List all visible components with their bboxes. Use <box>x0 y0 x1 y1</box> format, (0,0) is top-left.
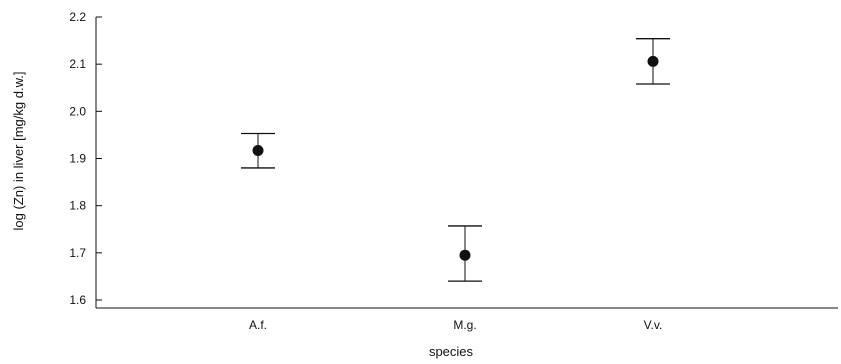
y-tick-label: 1.6 <box>69 293 86 307</box>
y-tick-label: 1.9 <box>69 152 86 166</box>
y-tick-label: 2.1 <box>69 57 86 71</box>
y-tick-label: 2.0 <box>69 104 86 118</box>
y-axis-title: log (Zn) in liver [mg/kg d.w.] <box>11 72 26 231</box>
data-point-marker <box>647 55 659 67</box>
x-tick-label: A.f. <box>249 318 267 332</box>
x-tick-label: V.v. <box>644 318 663 332</box>
x-ticks: A.f. M.g. V.v. <box>249 318 662 332</box>
data-point-group <box>448 225 482 282</box>
data-point-marker <box>459 249 471 261</box>
data-point-marker <box>252 144 264 156</box>
x-axis: A.f. M.g. V.v. <box>96 307 838 332</box>
y-tick-label: 1.7 <box>69 246 86 260</box>
y-ticks: 1.6 1.7 1.8 1.9 2.0 2.1 2.2 <box>69 10 102 307</box>
data-point-group <box>241 132 275 169</box>
data-point-group <box>636 38 670 85</box>
y-tick-label: 1.8 <box>69 199 86 213</box>
x-tick-label: M.g. <box>453 318 476 332</box>
y-tick-label: 2.2 <box>69 10 86 24</box>
x-axis-title: species <box>429 344 474 359</box>
y-axis: 1.6 1.7 1.8 1.9 2.0 2.1 2.2 <box>69 10 102 308</box>
data-points <box>241 38 670 282</box>
